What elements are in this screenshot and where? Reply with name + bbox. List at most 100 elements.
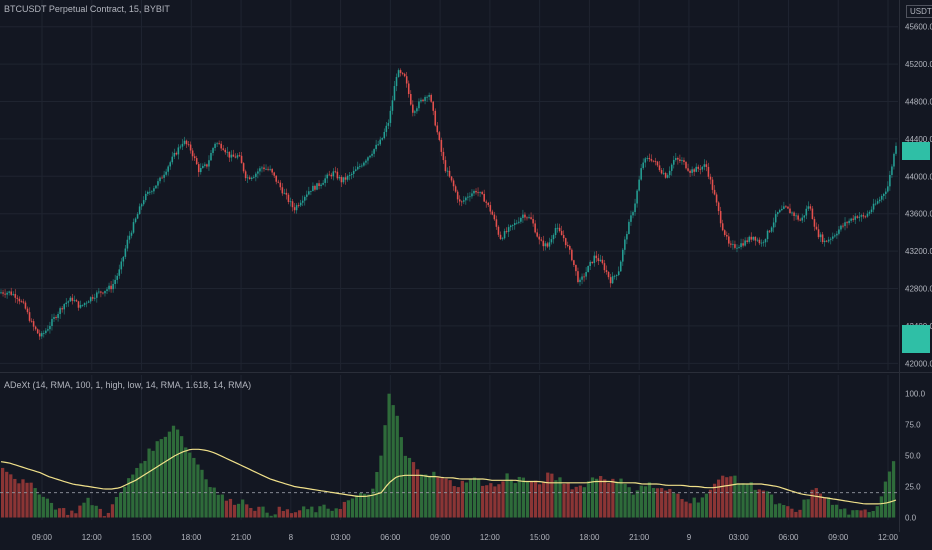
candle-body: [644, 158, 647, 163]
candle-body: [887, 186, 889, 192]
candle-body: [770, 227, 773, 232]
candle-body: [428, 95, 430, 97]
candle-body: [744, 240, 746, 246]
candle-body: [434, 110, 437, 126]
histogram-bar: [476, 479, 481, 518]
candle-body: [407, 83, 410, 95]
histogram-bar: [688, 503, 692, 518]
histogram-bar: [78, 505, 82, 518]
candle-body: [222, 148, 225, 150]
candle-body: [98, 291, 100, 293]
histogram-bar: [456, 487, 460, 518]
indicator-axis[interactable]: 0.0 25.0 50.0 75.0 100.0: [905, 389, 926, 522]
candle-body: [885, 191, 887, 195]
currency-button[interactable]: USDT: [906, 5, 932, 18]
histogram-bar: [468, 478, 473, 518]
candle-body: [485, 201, 488, 203]
time-tick-label: 21:00: [231, 533, 252, 542]
candle-body: [893, 153, 895, 167]
candle-body: [597, 258, 600, 262]
histogram-bar: [383, 425, 387, 518]
candle-body: [26, 308, 29, 313]
price-pane[interactable]: [0, 68, 897, 340]
histogram-bar: [318, 506, 322, 518]
candle-body: [189, 144, 192, 151]
histogram-bar: [647, 482, 652, 518]
histogram-bar: [399, 437, 403, 518]
candle-body: [436, 125, 439, 133]
candle-body: [38, 333, 41, 337]
histogram-bar: [810, 489, 814, 518]
candle-body: [110, 285, 112, 290]
candle-body: [471, 193, 473, 197]
histogram-bar: [21, 479, 25, 518]
histogram-bar: [249, 507, 253, 518]
candle-body: [501, 238, 504, 240]
candle-body: [0, 292, 2, 294]
indicator-pane[interactable]: [0, 393, 898, 518]
histogram-bar: [855, 510, 859, 518]
candle-body: [24, 302, 27, 309]
candle-body: [140, 204, 143, 207]
time-tick-label: 12:00: [82, 533, 103, 542]
candle-body: [571, 249, 573, 261]
histogram-bar: [184, 447, 188, 518]
histogram-bar: [127, 478, 131, 518]
candle-body: [489, 205, 492, 212]
candle-body: [28, 312, 31, 321]
candle-body: [646, 158, 649, 159]
time-tick-label: 06:00: [778, 533, 799, 542]
price-axis[interactable]: 42000.042400.042800.043200.043600.044000…: [905, 23, 932, 369]
candle-body: [752, 236, 755, 240]
candle-body: [416, 108, 418, 112]
candle-body: [308, 191, 310, 195]
time-axis[interactable]: 09:00 12:00 15:00 18:00 21:00 8 03:00 06:00 09:0…: [32, 533, 899, 542]
candle-body: [634, 203, 636, 213]
histogram-bar: [802, 499, 806, 518]
histogram-bar: [757, 489, 761, 518]
indicator-legend[interactable]: ADeXt (14, RMA, 100, 1, high, low, 14, R…: [4, 380, 252, 390]
histogram-bar: [62, 508, 66, 518]
histogram-bar: [180, 436, 184, 518]
candle-body: [715, 194, 718, 203]
candle-body: [734, 244, 736, 248]
candle-body: [456, 191, 459, 200]
candle-body: [312, 185, 314, 191]
candle-body: [30, 320, 33, 322]
histogram-bar: [741, 483, 745, 518]
histogram-bar: [269, 515, 273, 518]
candle-body: [73, 300, 76, 301]
histogram-bar: [875, 506, 879, 518]
histogram-bar: [574, 486, 578, 518]
candle-body: [750, 236, 753, 240]
candle-body: [379, 139, 382, 145]
candle-body: [799, 219, 801, 221]
histogram-bar: [106, 512, 111, 518]
candle-body: [47, 329, 49, 331]
candle-body: [864, 216, 867, 218]
candle-body: [165, 171, 167, 175]
symbol-legend[interactable]: BTCUSDT Perpetual Contract, 15, BYBIT: [4, 4, 170, 14]
candle-body: [448, 170, 451, 177]
histogram-bar: [367, 494, 371, 518]
candle-body: [783, 206, 785, 209]
candle-body: [509, 225, 512, 228]
candle-body: [149, 191, 151, 193]
candle-body: [344, 177, 347, 180]
histogram-bar: [867, 512, 871, 518]
candle-body: [301, 200, 304, 203]
histogram-bar: [147, 448, 151, 518]
candle-body: [740, 243, 742, 248]
candle-body: [487, 202, 490, 206]
candle-body: [538, 236, 541, 240]
histogram-bar: [493, 486, 497, 518]
candle-body: [40, 333, 43, 337]
candle-body: [153, 188, 155, 192]
candle-body: [703, 164, 706, 167]
candle-body: [206, 164, 208, 167]
candle-body: [51, 318, 53, 326]
candle-body: [375, 144, 377, 150]
histogram-bar: [338, 508, 342, 518]
candle-body: [732, 244, 734, 245]
